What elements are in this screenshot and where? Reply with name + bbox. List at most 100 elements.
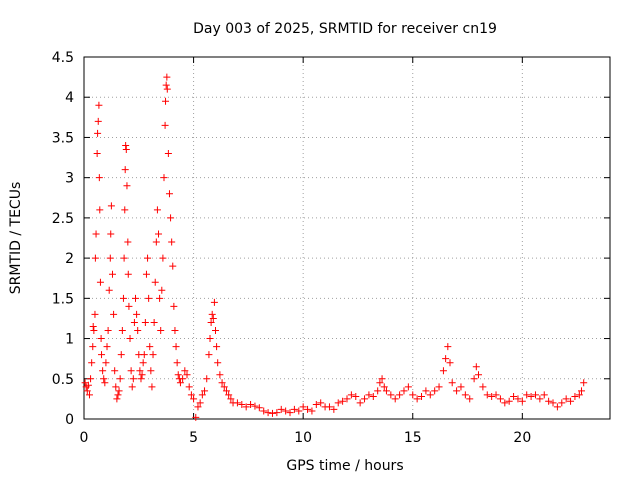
x-tick-label: 10 <box>294 430 312 446</box>
data-point <box>97 335 105 343</box>
data-point <box>290 405 298 413</box>
x-tick-label: 0 <box>80 430 89 446</box>
data-point <box>523 391 531 399</box>
data-point <box>148 383 156 391</box>
data-point <box>391 395 399 403</box>
data-point <box>435 383 443 391</box>
data-point <box>132 294 140 302</box>
data-point <box>413 395 421 403</box>
data-point <box>116 375 124 383</box>
data-point <box>163 85 171 93</box>
data-point <box>418 392 426 400</box>
data-point <box>220 383 228 391</box>
data-point <box>98 351 106 359</box>
data-point <box>89 343 97 351</box>
data-point <box>90 327 98 335</box>
data-point <box>308 407 316 415</box>
data-point <box>171 327 179 335</box>
data-point <box>96 278 104 286</box>
y-tick-label: 3 <box>65 171 74 187</box>
data-point <box>212 327 219 335</box>
data-point <box>169 262 177 270</box>
data-point <box>422 387 430 395</box>
data-point <box>147 367 155 375</box>
x-tick-label: 5 <box>189 430 198 446</box>
data-point <box>575 391 583 399</box>
data-point <box>376 379 384 387</box>
data-point <box>99 367 107 375</box>
data-point <box>208 310 216 318</box>
data-point <box>260 407 268 415</box>
data-point <box>549 399 557 407</box>
data-point <box>203 375 211 383</box>
data-point <box>107 230 115 238</box>
data-point <box>192 413 200 421</box>
data-point <box>264 409 272 417</box>
data-point <box>277 405 285 413</box>
data-point <box>150 318 158 326</box>
data-point <box>94 117 102 125</box>
data-point <box>160 174 168 182</box>
data-point <box>457 383 465 391</box>
y-tick-label: 4 <box>65 90 74 106</box>
data-point <box>475 371 482 379</box>
data-point <box>128 383 136 391</box>
data-point <box>518 397 526 405</box>
data-point <box>122 141 130 149</box>
data-point <box>114 391 122 399</box>
data-point <box>95 101 103 109</box>
data-point <box>89 322 97 330</box>
data-point <box>168 238 176 246</box>
y-tick-label: 2.5 <box>52 211 74 227</box>
data-point <box>88 359 96 367</box>
data-point <box>145 294 153 302</box>
data-point <box>444 343 452 351</box>
data-point <box>158 286 166 294</box>
data-point <box>255 404 263 412</box>
data-point <box>209 314 217 322</box>
data-point <box>247 401 255 409</box>
data-point <box>115 387 123 395</box>
data-point <box>181 367 189 375</box>
series-srmtid <box>81 73 588 421</box>
data-point <box>347 391 355 399</box>
data-point <box>210 298 218 306</box>
data-point <box>396 391 404 399</box>
data-point <box>172 343 180 351</box>
x-tick-label: 15 <box>404 430 422 446</box>
data-point <box>431 387 439 395</box>
grid <box>84 57 610 419</box>
data-point <box>165 190 173 198</box>
y-tick-label: 1 <box>65 332 74 348</box>
data-point <box>157 327 165 335</box>
data-point <box>540 391 548 399</box>
data-point <box>102 359 110 367</box>
data-point <box>142 270 150 278</box>
x-axis: 0 5 10 15 20 <box>80 57 531 446</box>
data-point <box>104 327 112 335</box>
data-point <box>214 359 222 367</box>
data-point <box>183 371 191 379</box>
data-point <box>111 367 119 375</box>
data-point <box>361 395 369 403</box>
data-point <box>225 391 233 399</box>
data-point <box>426 391 434 399</box>
data-point <box>439 367 447 375</box>
data-point <box>206 335 214 343</box>
data-point <box>505 397 513 405</box>
data-point <box>558 399 566 407</box>
data-point <box>134 327 142 335</box>
x-axis-label: GPS time / hours <box>286 458 403 474</box>
data-point <box>216 371 224 379</box>
data-point <box>85 391 93 399</box>
data-point <box>117 351 125 359</box>
data-point <box>233 399 241 407</box>
data-point <box>317 399 325 407</box>
data-point <box>470 375 478 383</box>
data-point <box>173 359 181 367</box>
data-point <box>571 392 579 400</box>
data-point <box>251 402 259 410</box>
data-point <box>144 254 152 262</box>
data-point <box>404 383 412 391</box>
